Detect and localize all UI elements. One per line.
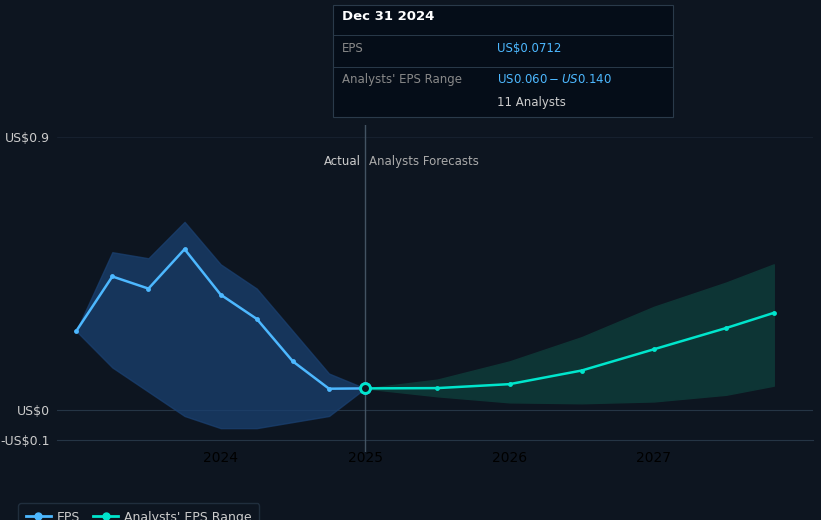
Text: Dec 31 2024: Dec 31 2024 — [342, 10, 435, 23]
Text: Actual: Actual — [323, 155, 360, 168]
Legend: EPS, Analysts' EPS Range: EPS, Analysts' EPS Range — [18, 503, 259, 520]
Text: 11 Analysts: 11 Analysts — [497, 96, 566, 109]
Text: EPS: EPS — [342, 42, 364, 55]
Text: Analysts' EPS Range: Analysts' EPS Range — [342, 73, 462, 86]
Text: Analysts Forecasts: Analysts Forecasts — [369, 155, 479, 168]
Text: US$0.0712: US$0.0712 — [497, 42, 561, 55]
Text: US$0.060 - US$0.140: US$0.060 - US$0.140 — [497, 73, 612, 86]
